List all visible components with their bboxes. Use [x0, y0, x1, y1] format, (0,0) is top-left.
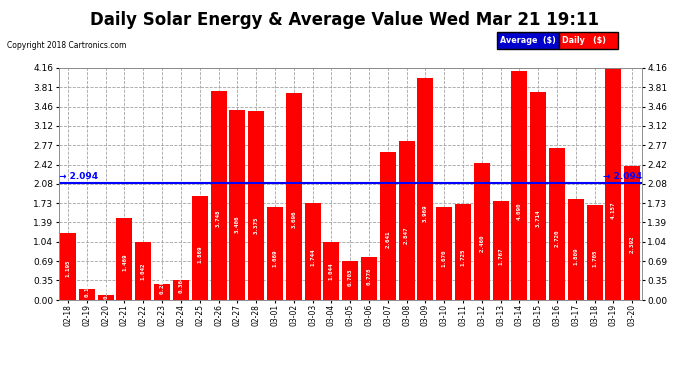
Bar — [154, 284, 170, 300]
Text: 3.969: 3.969 — [423, 205, 428, 222]
Bar — [98, 295, 114, 300]
Text: Daily   ($): Daily ($) — [562, 36, 607, 45]
Bar — [417, 78, 433, 300]
Bar — [530, 92, 546, 300]
Bar — [455, 204, 471, 300]
Text: 1.670: 1.670 — [442, 250, 446, 267]
Bar — [267, 207, 283, 300]
Text: 2.641: 2.641 — [385, 231, 391, 248]
Text: 1.705: 1.705 — [592, 249, 597, 267]
Bar — [248, 111, 264, 300]
Text: 4.157: 4.157 — [611, 201, 616, 219]
Text: 0.084: 0.084 — [104, 281, 108, 298]
Bar — [192, 195, 208, 300]
Bar — [117, 218, 132, 300]
Bar — [606, 68, 622, 300]
Text: 1.195: 1.195 — [66, 259, 70, 277]
Text: 1.044: 1.044 — [329, 262, 334, 280]
Text: 1.669: 1.669 — [273, 250, 277, 267]
Text: 2.720: 2.720 — [555, 229, 560, 247]
Text: 1.469: 1.469 — [122, 254, 127, 271]
Bar — [229, 110, 246, 300]
Text: 1.767: 1.767 — [498, 248, 503, 266]
Text: 3.696: 3.696 — [291, 210, 296, 228]
Bar — [511, 71, 527, 300]
Bar — [361, 256, 377, 300]
Text: 1.744: 1.744 — [310, 248, 315, 266]
Text: Daily Solar Energy & Average Value Wed Mar 21 19:11: Daily Solar Energy & Average Value Wed M… — [90, 11, 600, 29]
Text: 0.703: 0.703 — [348, 269, 353, 286]
Text: Average  ($): Average ($) — [500, 36, 556, 45]
Text: 1.869: 1.869 — [197, 246, 202, 264]
Bar — [210, 90, 226, 300]
Text: 2.392: 2.392 — [630, 236, 635, 253]
Text: 0.778: 0.778 — [366, 267, 371, 285]
Text: 1.725: 1.725 — [460, 249, 466, 266]
Bar — [399, 141, 415, 300]
Text: 4.090: 4.090 — [517, 202, 522, 220]
Text: 3.375: 3.375 — [254, 216, 259, 234]
Bar — [135, 242, 151, 300]
Bar — [586, 205, 602, 300]
Bar — [380, 152, 396, 300]
Text: 1.042: 1.042 — [141, 262, 146, 280]
Text: 2.847: 2.847 — [404, 227, 409, 244]
Bar — [436, 207, 452, 300]
Bar — [568, 199, 584, 300]
Text: 0.364: 0.364 — [179, 275, 184, 293]
Bar — [286, 93, 302, 300]
Text: 0.188: 0.188 — [84, 279, 90, 297]
Bar — [624, 166, 640, 300]
Bar — [324, 242, 339, 300]
Text: 0.292: 0.292 — [159, 277, 165, 294]
Bar — [493, 201, 509, 300]
Bar — [474, 162, 490, 300]
Bar — [79, 290, 95, 300]
Text: Copyright 2018 Cartronics.com: Copyright 2018 Cartronics.com — [7, 41, 126, 50]
Bar — [549, 148, 565, 300]
Text: 3.748: 3.748 — [216, 209, 221, 226]
Bar — [173, 280, 189, 300]
Text: 3.714: 3.714 — [535, 210, 541, 227]
Text: → 2.094: → 2.094 — [602, 172, 642, 181]
Bar — [342, 261, 358, 300]
Text: 1.809: 1.809 — [573, 247, 578, 265]
Bar — [304, 202, 321, 300]
Text: 2.460: 2.460 — [480, 234, 484, 252]
Text: → 2.094: → 2.094 — [59, 172, 98, 181]
Text: 3.406: 3.406 — [235, 216, 240, 233]
Bar — [60, 233, 76, 300]
